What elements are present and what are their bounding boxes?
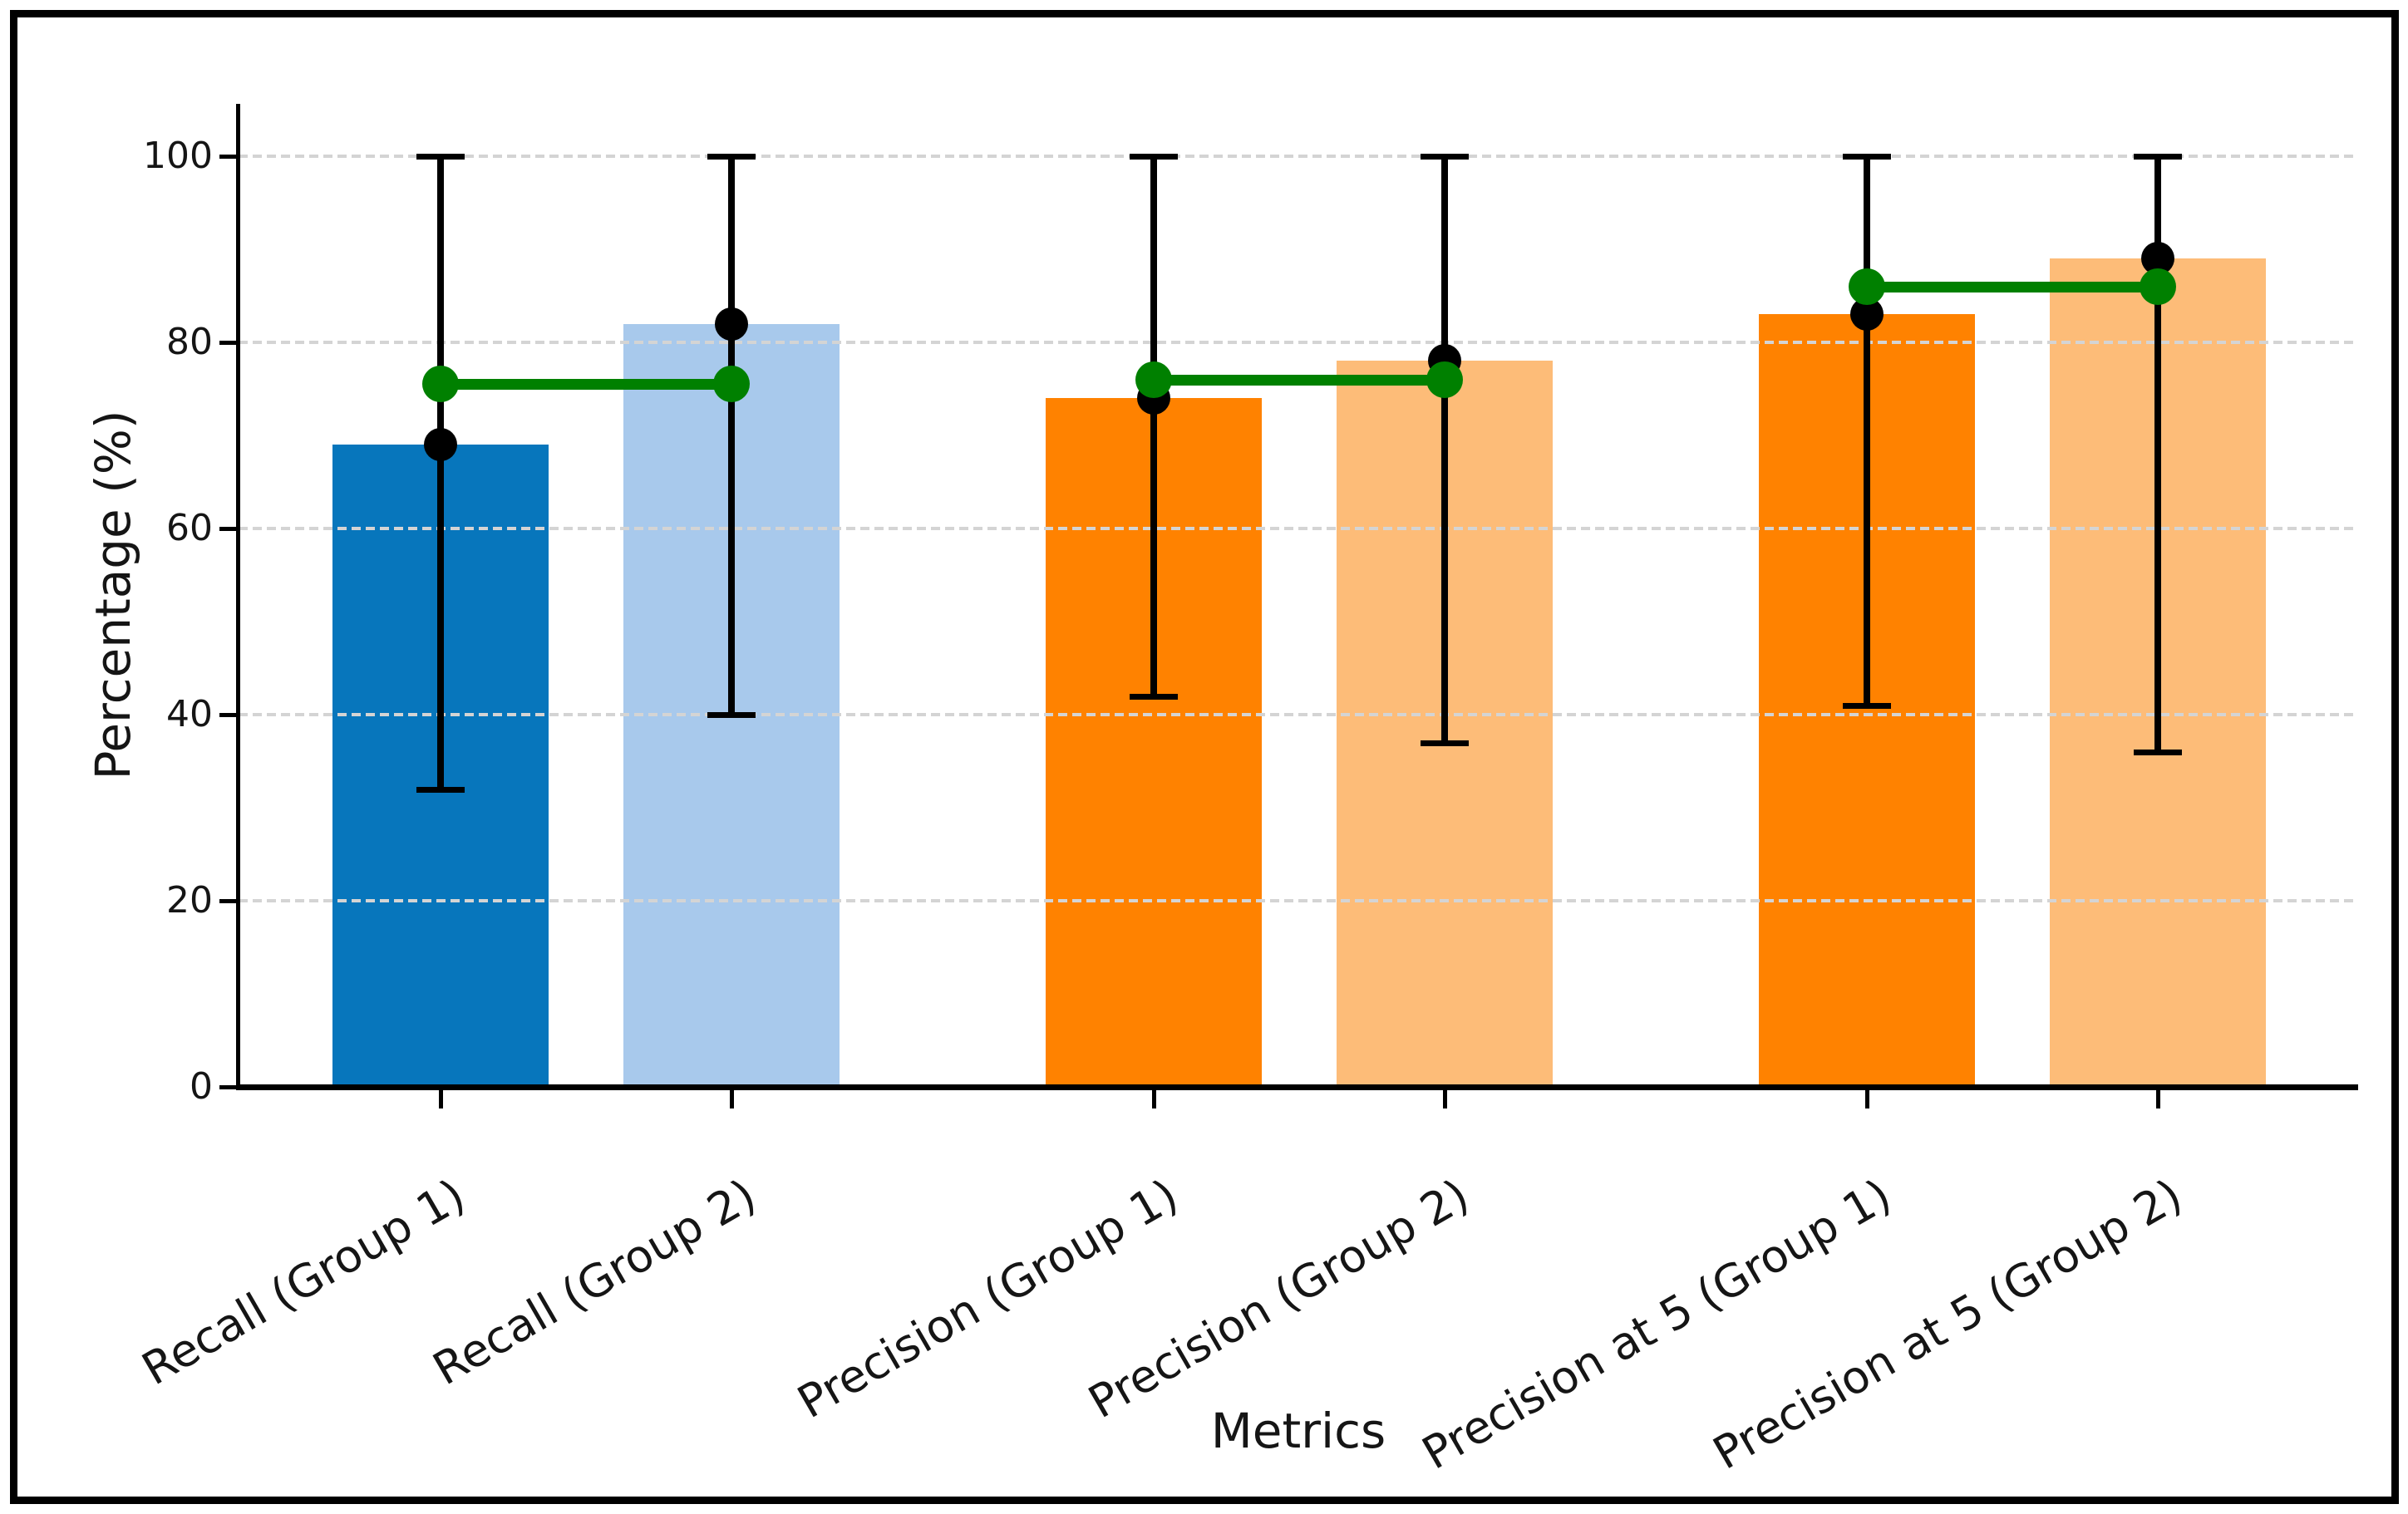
y-axis-line xyxy=(236,104,240,1090)
error-cap-bottom xyxy=(2134,749,2182,755)
connector-line xyxy=(1154,374,1445,386)
x-axis-title: Metrics xyxy=(1210,1403,1386,1459)
gridline xyxy=(239,341,2358,344)
gridline xyxy=(239,713,2358,716)
mean-marker xyxy=(424,428,457,462)
x-tick xyxy=(1865,1090,1869,1108)
y-axis-title: Percentage (%) xyxy=(85,410,141,780)
error-cap-bottom xyxy=(707,712,756,718)
y-tick xyxy=(219,899,238,903)
gridline xyxy=(239,527,2358,530)
connector-line xyxy=(441,379,731,391)
error-cap-top xyxy=(707,154,756,160)
error-bar xyxy=(1441,156,1448,743)
x-tick xyxy=(439,1090,443,1108)
y-tick xyxy=(219,341,238,345)
x-tick xyxy=(2156,1090,2160,1108)
x-axis-line xyxy=(236,1084,2358,1090)
error-bar xyxy=(728,156,735,715)
error-cap-top xyxy=(1843,154,1891,160)
x-tick-label: Precision at 5 (Group 2) xyxy=(1704,1168,2191,1480)
connector-endpoint xyxy=(1135,361,1172,398)
connector-endpoint xyxy=(713,366,750,403)
connector-endpoint xyxy=(422,366,459,403)
error-cap-bottom xyxy=(1843,702,1891,709)
x-tick xyxy=(1152,1090,1156,1108)
y-tick-label: 80 xyxy=(166,321,213,363)
x-tick-label: Recall (Group 2) xyxy=(424,1168,765,1396)
error-bar xyxy=(1150,156,1157,696)
y-tick-label: 60 xyxy=(166,507,213,549)
y-tick xyxy=(219,155,238,159)
gridline xyxy=(239,899,2358,902)
error-bar xyxy=(1864,156,1870,705)
connector-endpoint xyxy=(1849,268,1885,305)
x-tick-label: Recall (Group 1) xyxy=(133,1168,474,1396)
error-cap-top xyxy=(1130,154,1178,160)
x-tick xyxy=(1443,1090,1447,1108)
y-tick-label: 0 xyxy=(190,1065,213,1108)
connector-endpoint xyxy=(2140,268,2176,305)
error-bar xyxy=(2154,156,2161,752)
y-tick xyxy=(219,527,238,531)
error-cap-top xyxy=(416,154,465,160)
error-cap-bottom xyxy=(1421,740,1469,746)
connector-endpoint xyxy=(1426,361,1463,398)
error-bar xyxy=(437,156,444,789)
x-tick xyxy=(730,1090,734,1108)
y-tick-label: 40 xyxy=(166,693,213,735)
y-tick-label: 20 xyxy=(166,879,213,922)
error-cap-bottom xyxy=(1130,693,1178,700)
error-cap-top xyxy=(2134,154,2182,160)
mean-marker xyxy=(715,307,748,341)
error-cap-bottom xyxy=(416,786,465,793)
gridline xyxy=(239,155,2358,158)
y-tick-label: 100 xyxy=(143,135,213,177)
y-tick xyxy=(219,1085,238,1089)
error-cap-top xyxy=(1421,154,1469,160)
y-tick xyxy=(219,713,238,717)
connector-line xyxy=(1867,281,2158,292)
